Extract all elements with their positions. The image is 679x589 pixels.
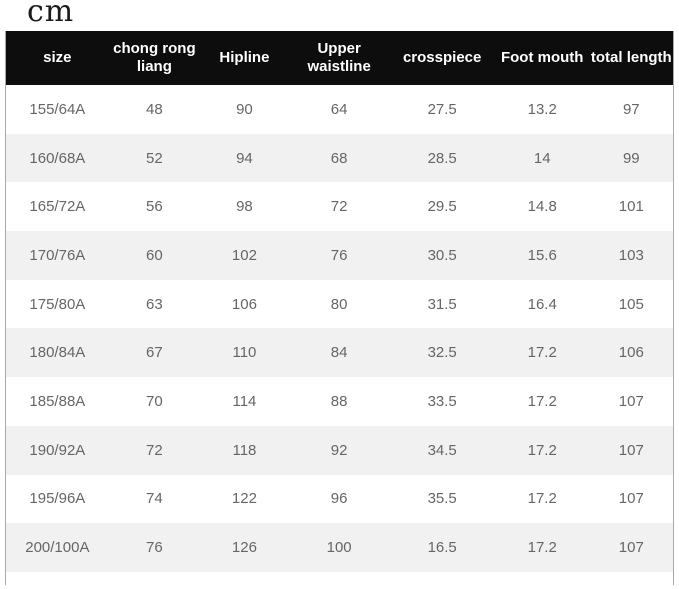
- value-cell: 106: [231, 295, 257, 313]
- value-cell: 67: [146, 344, 163, 362]
- value-cell: 92: [330, 441, 348, 459]
- value-cell: 105: [618, 295, 644, 313]
- size-cell: 160/68A: [29, 149, 86, 167]
- value-cell: 17.2: [527, 539, 557, 557]
- value-cell: 14.8: [527, 198, 557, 216]
- column-header-size: size: [6, 31, 109, 85]
- size-cell: 185/88A: [29, 392, 86, 410]
- size-cell: 165/72A: [29, 198, 86, 216]
- table-row: 200/100A 76 126 100 16.5 17.2 107: [6, 523, 673, 572]
- value-cell: 56: [146, 198, 163, 216]
- table-row: 175/80A 63 106 80 31.5 16.4 105: [6, 279, 673, 329]
- value-cell: 88: [330, 392, 348, 410]
- column-header-hipline: Hipline: [200, 31, 289, 85]
- value-cell: 72: [146, 441, 163, 459]
- value-cell: 118: [232, 441, 257, 459]
- value-cell: 64: [330, 100, 348, 118]
- value-cell: 32.5: [427, 344, 457, 362]
- value-cell: 94: [236, 149, 253, 167]
- value-cell: 100: [326, 539, 352, 557]
- value-cell: 102: [231, 246, 257, 264]
- value-cell: 14: [533, 149, 551, 167]
- table-row: 180/84A 67 110 84 32.5 17.2 106: [6, 328, 673, 378]
- table-row: 185/88A 70 114 88 33.5 17.2 107: [6, 377, 673, 426]
- size-cell: 175/80A: [29, 295, 86, 313]
- column-header-crosspiece: crosspiece: [389, 31, 495, 85]
- size-cell: 195/96A: [29, 490, 86, 508]
- value-cell: 60: [146, 246, 163, 264]
- size-chart-table: size chong rong liang Hipline Upper wais…: [6, 31, 673, 572]
- size-cell: 180/84A: [29, 344, 86, 362]
- value-cell: 16.4: [527, 295, 557, 313]
- value-cell: 99: [622, 149, 640, 167]
- value-cell: 13.2: [527, 100, 557, 118]
- value-cell: 35.5: [427, 490, 457, 508]
- value-cell: 52: [146, 149, 163, 167]
- value-cell: 68: [330, 149, 348, 167]
- size-chart-container: size chong rong liang Hipline Upper wais…: [5, 31, 674, 585]
- value-cell: 31.5: [427, 295, 457, 313]
- value-cell: 107: [618, 539, 644, 557]
- value-cell: 74: [146, 490, 163, 508]
- value-cell: 17.2: [527, 490, 557, 508]
- size-cell: 170/76A: [29, 246, 86, 264]
- table-row: 190/92A 72 118 92 34.5 17.2 107: [6, 425, 673, 475]
- table-row: 155/64A 48 90 64 27.5 13.2 97: [6, 85, 673, 134]
- value-cell: 101: [618, 198, 644, 216]
- value-cell: 84: [330, 344, 348, 362]
- size-cell: 155/64A: [29, 100, 86, 118]
- table-row: 165/72A 56 98 72 29.5 14.8 101: [6, 182, 673, 232]
- value-cell: 80: [330, 295, 348, 313]
- value-cell: 98: [236, 198, 253, 216]
- value-cell: 15.6: [527, 246, 557, 264]
- value-cell: 16.5: [427, 539, 457, 557]
- value-cell: 34.5: [427, 441, 457, 459]
- value-cell: 114: [232, 392, 257, 410]
- size-cell: 190/92A: [29, 441, 86, 459]
- value-cell: 48: [146, 100, 163, 118]
- value-cell: 70: [146, 392, 163, 410]
- value-cell: 27.5: [427, 100, 457, 118]
- value-cell: 76: [146, 539, 163, 557]
- value-cell: 110: [232, 344, 257, 362]
- value-cell: 103: [618, 246, 644, 264]
- value-cell: 28.5: [427, 149, 457, 167]
- table-row: 160/68A 52 94 68 28.5 14 99: [6, 133, 673, 183]
- value-cell: 63: [146, 295, 163, 313]
- value-cell: 30.5: [427, 246, 457, 264]
- value-cell: 17.2: [527, 441, 557, 459]
- column-header-upper-waistline: Upper waistline: [288, 31, 390, 85]
- value-cell: 97: [622, 100, 640, 118]
- unit-label: cm: [27, 0, 75, 29]
- value-cell: 107: [618, 441, 644, 459]
- value-cell: 122: [231, 490, 257, 508]
- table-row: 170/76A 60 102 76 30.5 15.6 103: [6, 231, 673, 280]
- value-cell: 96: [330, 490, 348, 508]
- column-header-foot-mouth: Foot mouth: [494, 31, 590, 85]
- size-cell: 200/100A: [25, 539, 90, 557]
- value-cell: 33.5: [427, 392, 457, 410]
- table-row: 195/96A 74 122 96 35.5 17.2 107: [6, 474, 673, 524]
- column-header-total-length: total length: [589, 31, 673, 85]
- value-cell: 72: [330, 198, 348, 216]
- value-cell: 106: [618, 344, 644, 362]
- value-cell: 90: [236, 100, 253, 118]
- value-cell: 29.5: [427, 198, 457, 216]
- value-cell: 17.2: [527, 344, 557, 362]
- table-header: size chong rong liang Hipline Upper wais…: [6, 31, 673, 85]
- value-cell: 107: [618, 490, 644, 508]
- column-header-chong-rong-liang: chong rong liang: [108, 31, 201, 85]
- value-cell: 126: [231, 539, 257, 557]
- table-body: 155/64A 48 90 64 27.5 13.2 97 160/68A 52 94 68 28.5…: [6, 85, 673, 572]
- value-cell: 76: [330, 246, 348, 264]
- value-cell: 17.2: [527, 392, 557, 410]
- value-cell: 107: [618, 392, 644, 410]
- header-row: size chong rong liang Hipline Upper wais…: [6, 31, 673, 85]
